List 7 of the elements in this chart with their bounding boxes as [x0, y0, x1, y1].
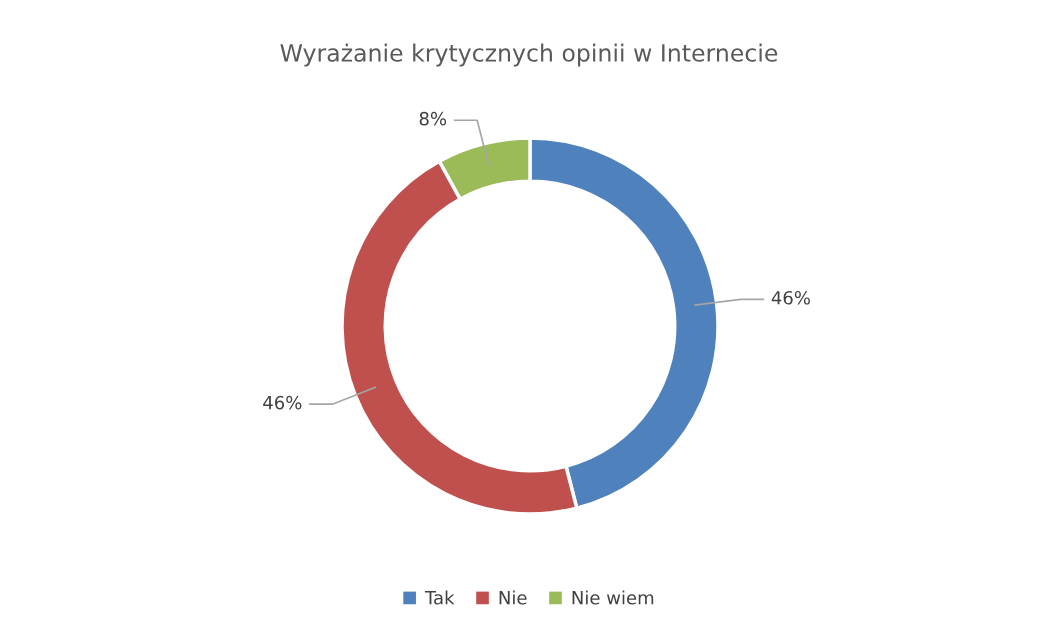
legend-label: Nie wiem [572, 590, 654, 605]
data-label: 46% [771, 290, 810, 305]
chart-title: Wyrażanie krytycznych opinii w Internecie [280, 43, 778, 67]
legend-label: Tak [424, 590, 455, 605]
legend-label: Nie [499, 590, 527, 605]
data-label: 8% [419, 111, 447, 126]
data-label: 46% [263, 395, 302, 410]
